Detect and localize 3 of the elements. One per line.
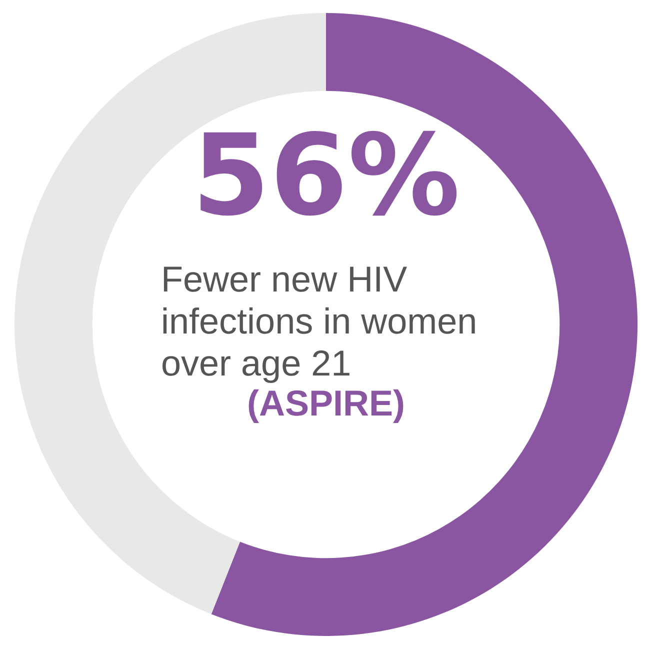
text: Fewer new HIV infections in women over age 21 — [161, 258, 488, 384]
text: (ASPIRE) — [246, 382, 406, 424]
data-label: 56% — [192, 111, 460, 241]
